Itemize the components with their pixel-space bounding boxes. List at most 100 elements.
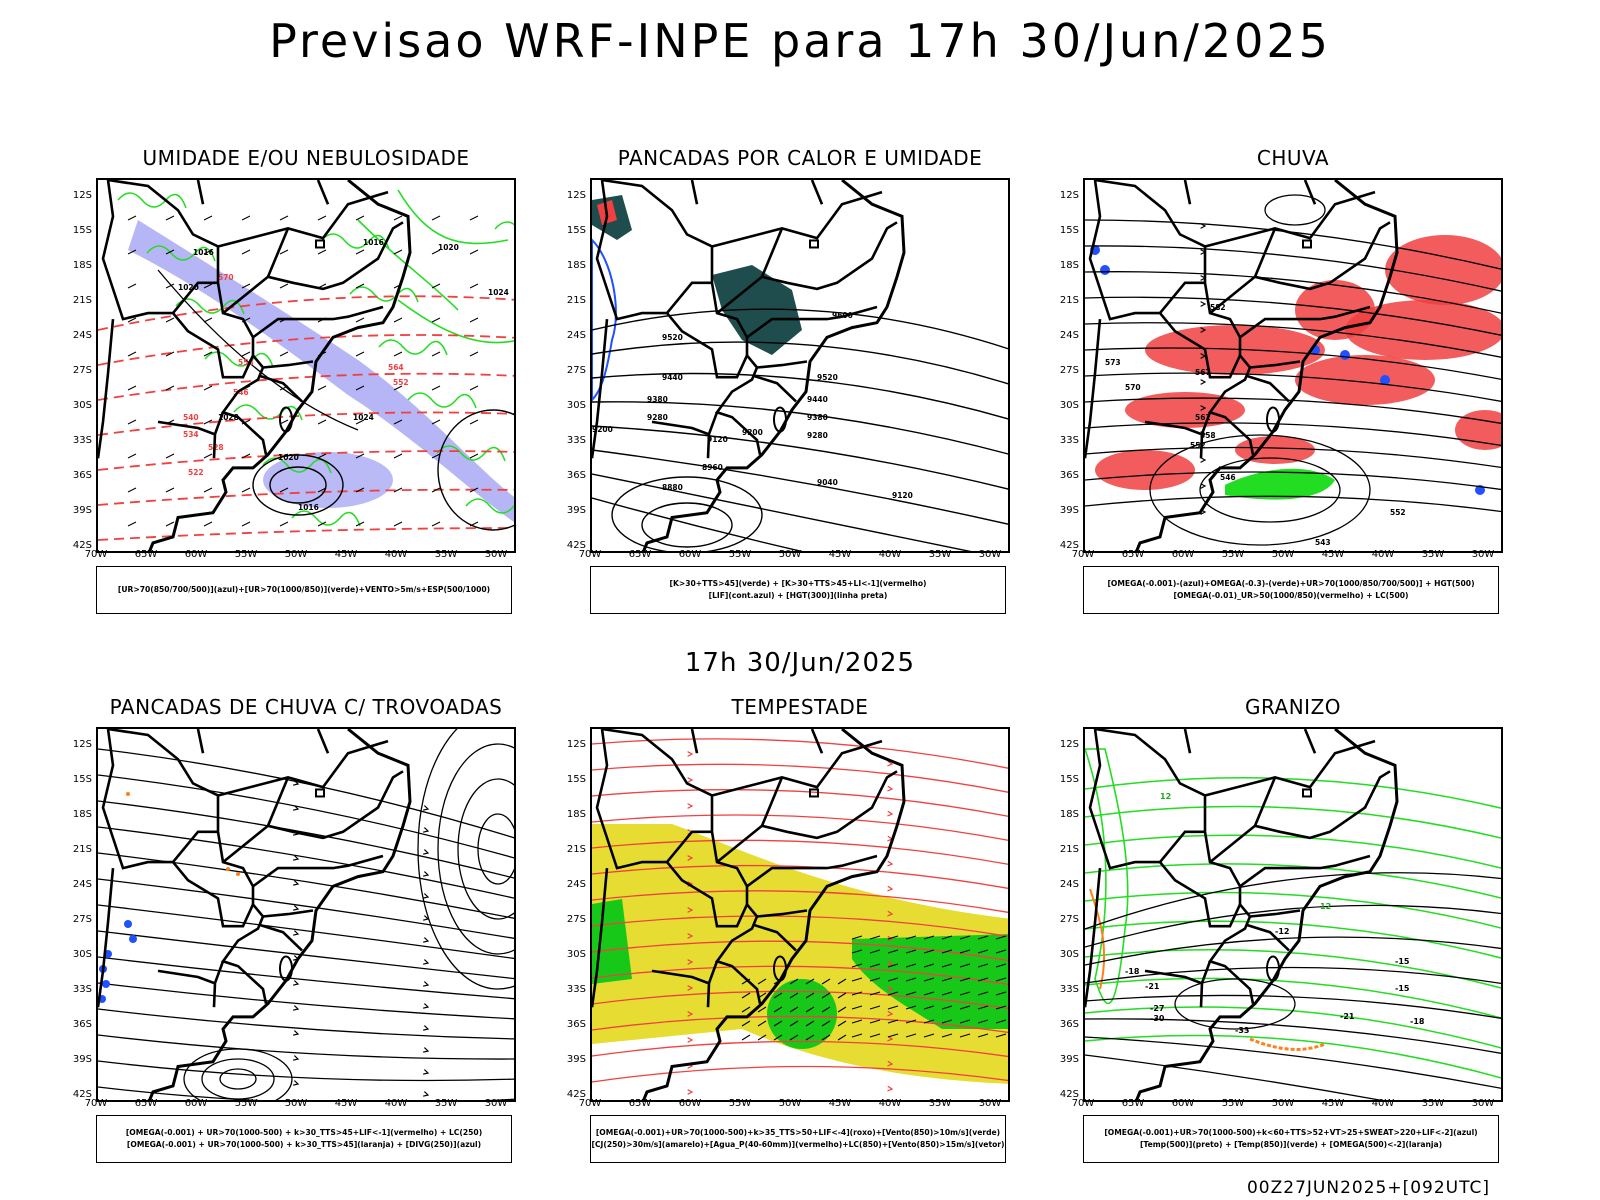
contour-label: 8960 — [702, 463, 723, 472]
temp-850-isotherm — [1085, 748, 1129, 1005]
contour-label: 9200 — [742, 428, 763, 437]
map-canvas-hail: 12 12 -12 -18 -15 -21 -27-30 -33 -21 -15 -18 — [1085, 729, 1501, 1100]
country-border — [1199, 411, 1212, 459]
country-border — [316, 180, 330, 205]
wind-vector — [469, 249, 479, 255]
country-border — [171, 830, 218, 863]
country-border — [252, 854, 384, 888]
country-border — [171, 312, 255, 379]
contour-label: -27 — [1150, 1004, 1164, 1013]
lon-tick-label: 55W — [234, 549, 258, 560]
country-border — [753, 923, 797, 952]
streamline-850 — [592, 1040, 1008, 1058]
country-border — [1209, 221, 1391, 315]
lat-tick-label: 24S — [1059, 879, 1079, 890]
flow-arrowhead — [687, 959, 694, 965]
humidity-contour-low — [378, 339, 448, 356]
isobar — [269, 466, 327, 504]
streamline — [1085, 446, 1501, 469]
wind-vector — [431, 317, 441, 323]
country-border — [259, 374, 303, 403]
wind-vector — [393, 215, 403, 221]
wind-vector — [317, 487, 327, 493]
wind-vector — [821, 1020, 831, 1027]
lat-tick-label: 21S — [566, 295, 586, 306]
streamline-850 — [592, 890, 1008, 913]
wind-vector — [923, 1019, 935, 1024]
streamline-850 — [592, 1065, 1008, 1083]
map-canvas-storm — [592, 729, 1008, 1100]
map-thunderstorms — [96, 727, 516, 1102]
main-title: Previsao WRF-INPE para 17h 30/Jun/2025 — [269, 14, 1331, 68]
wind-vector — [741, 1020, 751, 1027]
temp-500-isotherm — [1085, 904, 1501, 948]
contour-label: 573 — [1105, 358, 1121, 367]
legend-humidity: [UR>70(850/700/500)](azul)+[UR>70(1000/8… — [96, 566, 512, 614]
wind-vector — [279, 521, 289, 527]
temp-850-isotherm — [1085, 834, 1501, 869]
country-border — [665, 281, 712, 314]
contour-label: 9040 — [817, 478, 838, 487]
lat-tick-label: 12S — [72, 739, 92, 750]
country-border — [101, 729, 173, 870]
federal-district — [315, 239, 325, 249]
flow-arrowhead — [292, 930, 300, 936]
country-border — [706, 960, 719, 1008]
wind-vector — [941, 949, 953, 954]
flow-arrowhead — [292, 805, 300, 811]
lon-tick-label: 45W — [334, 549, 358, 560]
flow-arrowhead — [422, 827, 430, 833]
flow-arrowhead — [1200, 223, 1207, 229]
wind-vector — [773, 992, 783, 999]
wind-vector — [279, 249, 289, 255]
thickness-isoline — [98, 450, 514, 471]
streamline — [1085, 296, 1501, 336]
legend-line: [UR>70(850/700/500)](azul)+[UR>70(1000/8… — [117, 585, 491, 594]
country-border — [756, 360, 808, 369]
wind-vector — [279, 419, 289, 425]
wind-vector — [851, 963, 863, 968]
lon-tick-label: 35W — [1421, 1098, 1445, 1109]
lat-tick-label: 36S — [566, 1019, 586, 1030]
thickness-isoline — [98, 334, 514, 366]
flow-arrowhead — [887, 810, 894, 817]
strong-omega-area — [1225, 468, 1335, 500]
streamline — [98, 1086, 514, 1100]
lagoon — [773, 955, 787, 982]
flow-arrowhead — [687, 751, 694, 757]
omega-area — [1100, 265, 1110, 275]
flow-arrowhead — [422, 937, 430, 943]
legend-line: [LIF](cont.azul) + [HGT(300)](linha pret… — [708, 591, 888, 600]
flow-arrowhead — [687, 803, 694, 809]
wind-vector — [977, 1033, 989, 1038]
wind-vector — [203, 215, 213, 221]
lon-tick-label: 60W — [678, 549, 702, 560]
wind-vector — [127, 317, 137, 323]
wind-vector — [941, 1005, 953, 1010]
lat-tick-label: 15S — [72, 225, 92, 236]
thickness-isoline — [98, 372, 514, 401]
wind-vector — [821, 978, 831, 985]
lagoon — [1266, 406, 1280, 433]
wind-vector — [887, 991, 899, 996]
wind-vector — [789, 992, 799, 999]
height-contour — [1149, 434, 1371, 546]
wind-vector — [887, 1019, 899, 1024]
contour-label: 528 — [208, 443, 224, 452]
humidity-contour-low — [175, 298, 245, 315]
wind-vector — [923, 977, 935, 982]
wind-vector — [851, 949, 863, 954]
lon-tick-label: 70W — [578, 549, 602, 560]
flow-arrowhead — [687, 985, 694, 991]
country-border — [212, 960, 225, 1008]
country-border — [1204, 739, 1376, 797]
height-contour — [592, 497, 803, 551]
wind-vector — [995, 1005, 1007, 1010]
lon-tick-label: 70W — [84, 1098, 108, 1109]
temp-850-isotherm — [1085, 1006, 1501, 1049]
streamline — [1085, 347, 1501, 380]
divergence-area — [129, 935, 137, 943]
lat-tick-label: 12S — [1059, 190, 1079, 201]
wind-vector — [241, 215, 251, 221]
wind-vector — [355, 521, 365, 527]
